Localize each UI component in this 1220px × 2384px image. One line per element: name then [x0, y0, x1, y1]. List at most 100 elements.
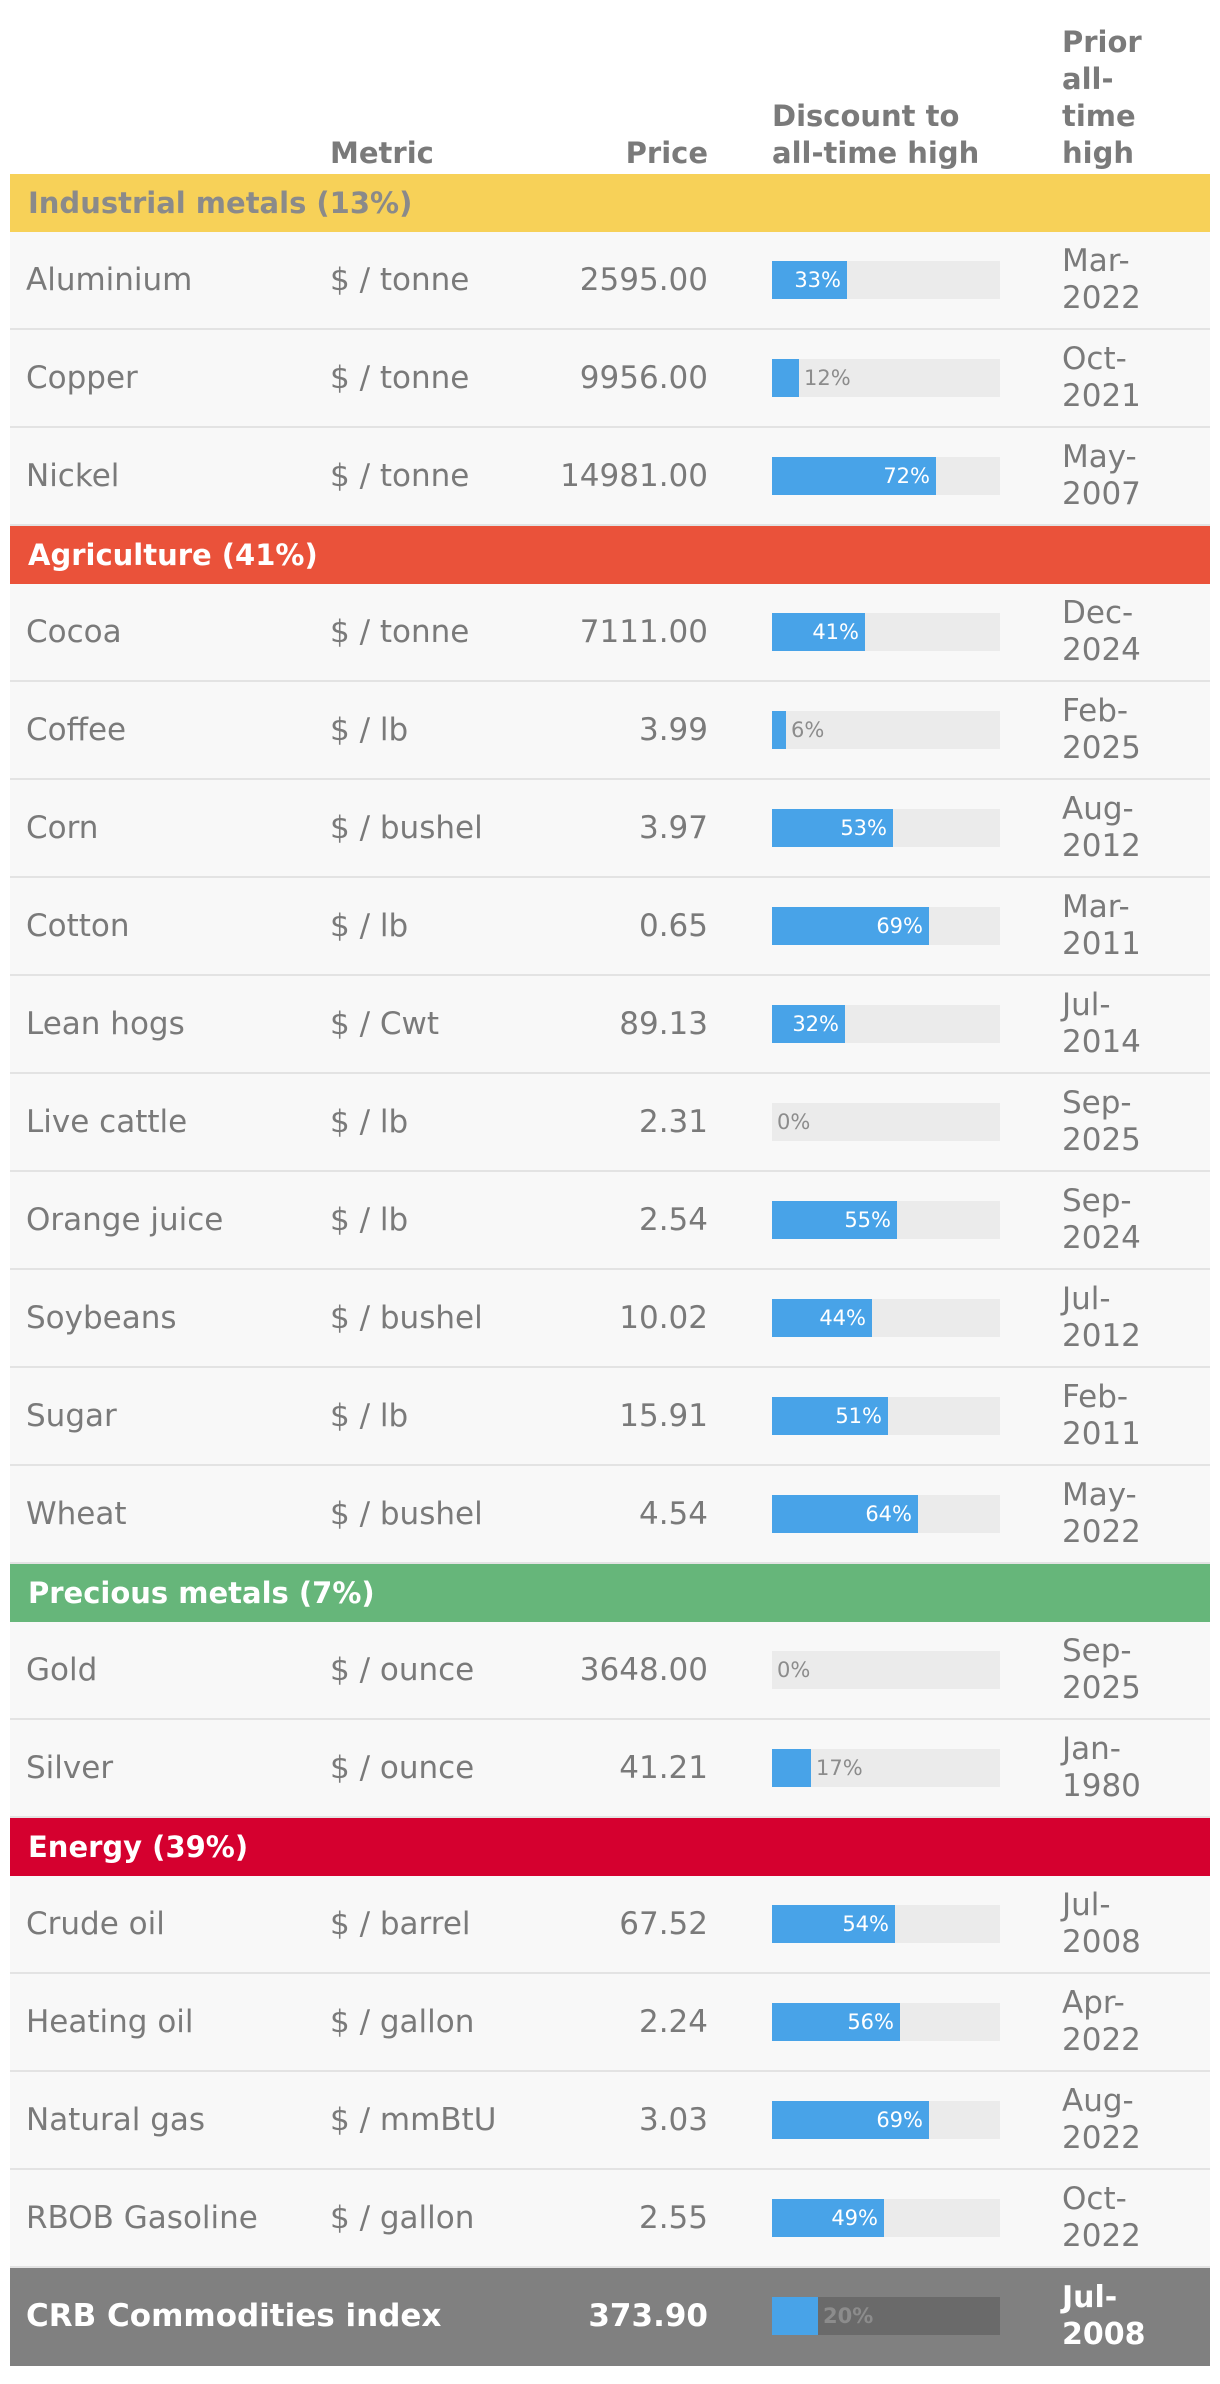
prior-high-date: Sep- 2025	[1062, 1622, 1141, 1718]
row-metric: $ / tonne	[330, 262, 470, 298]
discount-bar	[772, 261, 847, 299]
prior-high-month: Aug-	[1062, 2083, 1134, 2119]
prior-high-month: Feb-	[1062, 693, 1129, 729]
prior-high-date-text: Sep- 2025	[1062, 1633, 1141, 1707]
prior-high-date: Feb- 2011	[1062, 1368, 1141, 1464]
row-metric: $ / ounce	[330, 1652, 475, 1688]
discount-bar-cell: 49%	[772, 2170, 1000, 2266]
prior-high-date: Apr- 2022	[1062, 1974, 1141, 2070]
discount-bar	[772, 907, 929, 945]
prior-high-date: May- 2007	[1062, 428, 1141, 524]
row-price: 14981.00	[560, 458, 708, 494]
row-metric: $ / barrel	[330, 1906, 471, 1942]
section-header: Precious metals (7%)	[10, 1564, 1210, 1622]
prior-high-year: 2012	[1062, 1318, 1141, 1354]
discount-bar	[772, 1749, 811, 1787]
discount-bar-track: 17%	[772, 1749, 1000, 1787]
row-name: Lean hogs	[26, 1006, 185, 1042]
row-name: Natural gas	[26, 2102, 206, 2138]
discount-bar	[772, 2297, 818, 2335]
discount-bar	[772, 457, 936, 495]
row-price: 373.90	[588, 2298, 708, 2334]
discount-bar-track: 69%	[772, 907, 1000, 945]
row-name: Sugar	[26, 1398, 117, 1434]
row-price: 2595.00	[579, 262, 708, 298]
prior-high-month: Feb-	[1062, 1379, 1129, 1415]
discount-label: 69%	[876, 2108, 923, 2132]
prior-high-date: Jul- 2014	[1062, 976, 1141, 1072]
row-metric: $ / Cwt	[330, 1006, 440, 1042]
table-row: Copper $ / tonne 9956.00 12% Oct- 2021	[10, 330, 1210, 428]
row-price: 3.03	[638, 2102, 708, 2138]
prior-high-year: 2012	[1062, 828, 1141, 864]
discount-bar-cell: 20%	[772, 2268, 1000, 2364]
discount-bar-track: 44%	[772, 1299, 1000, 1337]
prior-high-year: 2007	[1062, 476, 1141, 512]
row-price: 9956.00	[579, 360, 708, 396]
header-metric: Metric	[330, 136, 434, 170]
prior-high-year: 2022	[1062, 2120, 1141, 2156]
prior-high-date-text: Feb- 2011	[1062, 1379, 1141, 1453]
prior-high-date-text: Mar- 2011	[1062, 889, 1141, 963]
prior-high-month: Jan-	[1062, 1731, 1121, 1767]
discount-bar-track: 54%	[772, 1905, 1000, 1943]
prior-high-date: Jul- 2008	[1062, 2268, 1146, 2364]
prior-high-date-text: Aug- 2022	[1062, 2083, 1141, 2157]
table-row: Sugar $ / lb 15.91 51% Feb- 2011	[10, 1368, 1210, 1466]
discount-bar-cell: 72%	[772, 428, 1000, 524]
prior-high-month: Aug-	[1062, 791, 1134, 827]
prior-high-month: Apr-	[1062, 1985, 1125, 2021]
row-name: CRB Commodities index	[26, 2298, 442, 2334]
prior-high-month: Jul-	[1062, 1887, 1111, 1923]
discount-bar-cell: 0%	[772, 1622, 1000, 1718]
row-metric: $ / tonne	[330, 458, 470, 494]
table-row: Lean hogs $ / Cwt 89.13 32% Jul- 2014	[10, 976, 1210, 1074]
total-row: CRB Commodities index 373.90 20% Jul- 2008	[10, 2268, 1210, 2366]
discount-bar	[772, 613, 865, 651]
discount-bar-track: 32%	[772, 1005, 1000, 1043]
row-metric: $ / tonne	[330, 614, 470, 650]
prior-high-date-text: Mar- 2022	[1062, 243, 1141, 317]
discount-bar-cell: 55%	[772, 1172, 1000, 1268]
prior-high-date: Feb- 2025	[1062, 682, 1141, 778]
discount-bar-track: 49%	[772, 2199, 1000, 2237]
discount-label: 72%	[883, 464, 930, 488]
prior-high-year: 2024	[1062, 1220, 1141, 1256]
prior-high-date-text: Jul- 2008	[1062, 1887, 1141, 1961]
row-name: RBOB Gasoline	[26, 2200, 258, 2236]
prior-high-date: Oct- 2022	[1062, 2170, 1141, 2266]
row-metric: $ / lb	[330, 1202, 409, 1238]
prior-high-date: Jul- 2012	[1062, 1270, 1141, 1366]
discount-bar	[772, 2003, 900, 2041]
header-discount-line2: all-time high	[772, 136, 980, 170]
row-metric: $ / lb	[330, 1398, 409, 1434]
prior-high-date-text: Dec- 2024	[1062, 595, 1141, 669]
discount-label: 17%	[816, 1756, 863, 1780]
discount-bar-track: 0%	[772, 1103, 1000, 1141]
prior-high-month: May-	[1062, 1477, 1137, 1513]
discount-label: 51%	[835, 1404, 882, 1428]
table-row: Aluminium $ / tonne 2595.00 33% Mar- 2022	[10, 232, 1210, 330]
discount-bar-track: 12%	[772, 359, 1000, 397]
prior-high-month: Oct-	[1062, 341, 1127, 377]
prior-high-date-text: Feb- 2025	[1062, 693, 1141, 767]
row-name: Aluminium	[26, 262, 193, 298]
row-price: 89.13	[619, 1006, 708, 1042]
discount-label: 69%	[876, 914, 923, 938]
discount-bar-track: 55%	[772, 1201, 1000, 1239]
commodities-table: Metric Price Discount to all-time high P…	[10, 0, 1210, 2366]
prior-high-month: Jul-	[1062, 1281, 1111, 1317]
discount-label: 53%	[840, 816, 887, 840]
row-metric: $ / mmBtU	[330, 2102, 497, 2138]
prior-high-month: Oct-	[1062, 2181, 1127, 2217]
section-header: Energy (39%)	[10, 1818, 1210, 1876]
row-metric: $ / lb	[330, 908, 409, 944]
row-metric: $ / bushel	[330, 1496, 483, 1532]
discount-label: 0%	[777, 1658, 811, 1682]
prior-high-date: Oct- 2021	[1062, 330, 1141, 426]
discount-bar	[772, 2101, 929, 2139]
prior-high-year: 2008	[1062, 2317, 1146, 2352]
header-prior-line1: Prior all-	[1062, 25, 1142, 96]
discount-bar-cell: 41%	[772, 584, 1000, 680]
prior-high-year: 2022	[1062, 1514, 1141, 1550]
